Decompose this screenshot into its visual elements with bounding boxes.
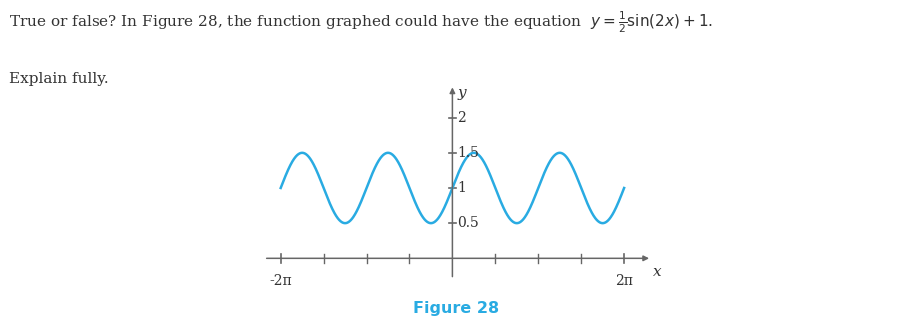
Text: 0.5: 0.5	[457, 216, 479, 230]
Text: x: x	[654, 266, 662, 279]
Text: 2: 2	[457, 111, 466, 125]
Text: Explain fully.: Explain fully.	[9, 72, 109, 87]
Text: Figure 28: Figure 28	[414, 301, 499, 316]
Text: 1: 1	[457, 181, 467, 195]
Text: 2π: 2π	[615, 274, 633, 288]
Text: -2π: -2π	[269, 274, 292, 288]
Text: True or false? In Figure 28, the function graphed could have the equation  $y = : True or false? In Figure 28, the functio…	[9, 10, 713, 36]
Text: y: y	[457, 86, 467, 100]
Text: 1.5: 1.5	[457, 146, 479, 160]
